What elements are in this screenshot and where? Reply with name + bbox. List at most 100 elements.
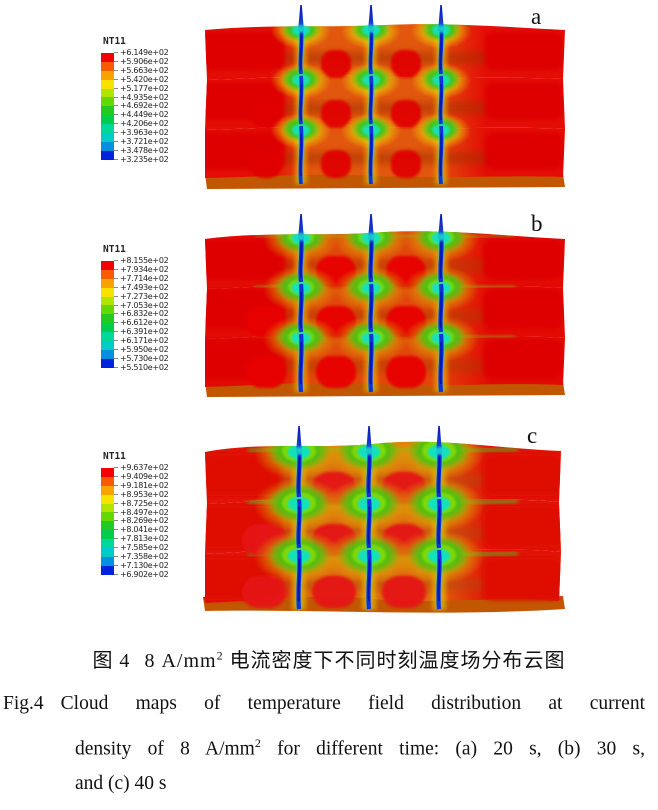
legend-tick: +7.053e+02 bbox=[114, 301, 169, 311]
legend-color-cell bbox=[101, 115, 114, 125]
legend-tick: +3.235e+02 bbox=[114, 155, 169, 165]
legend-color-cell bbox=[101, 358, 114, 368]
caption-cn-sup: 2 bbox=[216, 648, 224, 663]
legend-color-cell bbox=[101, 88, 114, 98]
legend-color-cell bbox=[101, 323, 114, 333]
contour-overlays bbox=[205, 216, 563, 392]
legend-color-cell bbox=[101, 53, 114, 62]
legend-tick: +7.813e+02 bbox=[114, 534, 169, 544]
legend-tick-labels: +8.155e+02 +7.934e+02 +7.714e+02 +7.493e… bbox=[114, 256, 169, 373]
legend-color-cell bbox=[101, 512, 114, 522]
contour-overlays bbox=[203, 426, 563, 610]
legend-color-cell bbox=[101, 269, 114, 279]
legend-color-cell bbox=[101, 468, 114, 477]
legend-tick: +5.950e+02 bbox=[114, 345, 169, 355]
legend-tick-labels: +6.149e+02 +5.906e+02 +5.663e+02 +5.420e… bbox=[114, 48, 169, 165]
legend-color-cell bbox=[101, 141, 114, 151]
legend-tick: +9.181e+02 bbox=[114, 481, 169, 491]
caption-en-line1-text: Cloud maps of temperature field distribu… bbox=[60, 693, 645, 714]
caption-en-sup: 2 bbox=[254, 736, 261, 750]
panel-label-c: c bbox=[527, 423, 538, 448]
legend-color-cell bbox=[101, 530, 114, 540]
legend-color-cell bbox=[101, 124, 114, 134]
legend-tick: +8.953e+02 bbox=[114, 490, 169, 500]
legend-color-cell bbox=[101, 61, 114, 71]
legend-color-cell bbox=[101, 133, 114, 142]
legend-tick: +6.612e+02 bbox=[114, 318, 169, 328]
temperature-cloud-map-b bbox=[205, 208, 565, 397]
caption-cn-fig-label: 图 4 bbox=[92, 650, 131, 672]
legend-color-cell bbox=[101, 539, 114, 549]
legend-tick: +6.902e+02 bbox=[114, 570, 169, 580]
legend-color-cell bbox=[101, 332, 114, 342]
legend-tick: +5.420e+02 bbox=[114, 75, 169, 85]
legend-tick: +8.269e+02 bbox=[114, 517, 169, 526]
legend-tick: +6.391e+02 bbox=[114, 327, 169, 337]
legend-body: +6.149e+02 +5.906e+02 +5.663e+02 +5.420e… bbox=[101, 48, 169, 165]
caption-en-line2: density of 8 A/mm2 for different time: (… bbox=[75, 730, 645, 770]
legend-color-cell bbox=[101, 349, 114, 359]
legend-tick: +3.963e+02 bbox=[114, 128, 169, 138]
legend-color-cell bbox=[101, 314, 114, 324]
caption-english: Fig.4 Cloud maps of temperature field dis… bbox=[3, 690, 645, 810]
legend-color-bar bbox=[101, 261, 114, 373]
legend-tick: +7.934e+02 bbox=[114, 265, 169, 275]
legend-title: NT11 bbox=[103, 244, 126, 255]
legend-body: +8.155e+02 +7.934e+02 +7.714e+02 +7.493e… bbox=[101, 256, 169, 373]
legend-tick: +6.832e+02 bbox=[114, 310, 169, 319]
legend-tick: +7.358e+02 bbox=[114, 552, 169, 562]
legend-tick: +5.177e+02 bbox=[114, 84, 169, 94]
legend-color-cell bbox=[101, 305, 114, 315]
caption-en-line1: Fig.4 Cloud maps of temperature field dis… bbox=[3, 690, 645, 730]
legend-color-cell bbox=[101, 565, 114, 575]
legend-tick: +5.510e+02 bbox=[114, 363, 169, 373]
legend-tick: +7.714e+02 bbox=[114, 274, 169, 284]
caption-en-fig-label: Fig.4 bbox=[3, 693, 44, 714]
legend-color-cell bbox=[101, 494, 114, 504]
legend-color-cell bbox=[101, 70, 114, 80]
panel-label-a: a bbox=[531, 4, 542, 29]
caption-en-line3: and (c) 40 s bbox=[75, 773, 167, 794]
legend-tick: +4.449e+02 bbox=[114, 110, 169, 120]
legend-color-cell bbox=[101, 521, 114, 531]
legend-color-cell bbox=[101, 287, 114, 297]
legend-title: NT11 bbox=[103, 451, 126, 462]
legend-color-cell bbox=[101, 296, 114, 306]
legend-color-cell bbox=[101, 261, 114, 270]
legend-panel-b: NT11 +8.155e+02 +7.934e+02 +7.714e+02 +7… bbox=[101, 244, 169, 373]
legend-color-cell bbox=[101, 485, 114, 495]
legend-tick: +6.149e+02 bbox=[114, 48, 169, 58]
legend-tick: +7.493e+02 bbox=[114, 283, 169, 293]
legend-tick: +4.935e+02 bbox=[114, 93, 169, 103]
legend-color-cell bbox=[101, 278, 114, 288]
legend-tick: +5.663e+02 bbox=[114, 66, 169, 76]
legend-tick-labels: +9.637e+02 +9.409e+02 +9.181e+02 +8.953e… bbox=[114, 463, 169, 580]
legend-tick: +3.721e+02 bbox=[114, 137, 169, 147]
legend-tick: +8.041e+02 bbox=[114, 525, 169, 535]
legend-color-cell bbox=[101, 97, 114, 107]
legend-color-cell bbox=[101, 548, 114, 557]
legend-tick: +9.409e+02 bbox=[114, 472, 169, 482]
caption-cn-pre: 8 A/mm bbox=[144, 650, 217, 672]
legend-tick: +7.130e+02 bbox=[114, 561, 169, 571]
legend-tick: +8.725e+02 bbox=[114, 499, 169, 509]
legend-color-cell bbox=[101, 556, 114, 566]
legend-panel-c: NT11 +9.637e+02 +9.409e+02 +9.181e+02 +8… bbox=[101, 451, 169, 580]
legend-tick: +7.273e+02 bbox=[114, 292, 169, 302]
legend-panel-a: NT11 +6.149e+02 +5.906e+02 +5.663e+02 +5… bbox=[101, 36, 169, 165]
legend-tick: +8.155e+02 bbox=[114, 256, 169, 266]
temperature-cloud-map-c bbox=[203, 418, 565, 624]
legend-tick: +3.478e+02 bbox=[114, 146, 169, 156]
panel-label-b: b bbox=[531, 211, 543, 236]
legend-tick: +8.497e+02 bbox=[114, 508, 169, 518]
legend-tick: +9.637e+02 bbox=[114, 463, 169, 473]
legend-color-cell bbox=[101, 150, 114, 160]
legend-color-cell bbox=[101, 503, 114, 513]
legend-tick: +4.692e+02 bbox=[114, 102, 169, 111]
caption-cn-post: 电流密度下不同时刻温度场分布云图 bbox=[229, 650, 566, 672]
legend-tick: +5.730e+02 bbox=[114, 354, 169, 364]
caption-en-line2-pre: density of 8 A/mm bbox=[75, 738, 255, 760]
legend-color-cell bbox=[101, 106, 114, 116]
legend-tick: +4.206e+02 bbox=[114, 119, 169, 129]
